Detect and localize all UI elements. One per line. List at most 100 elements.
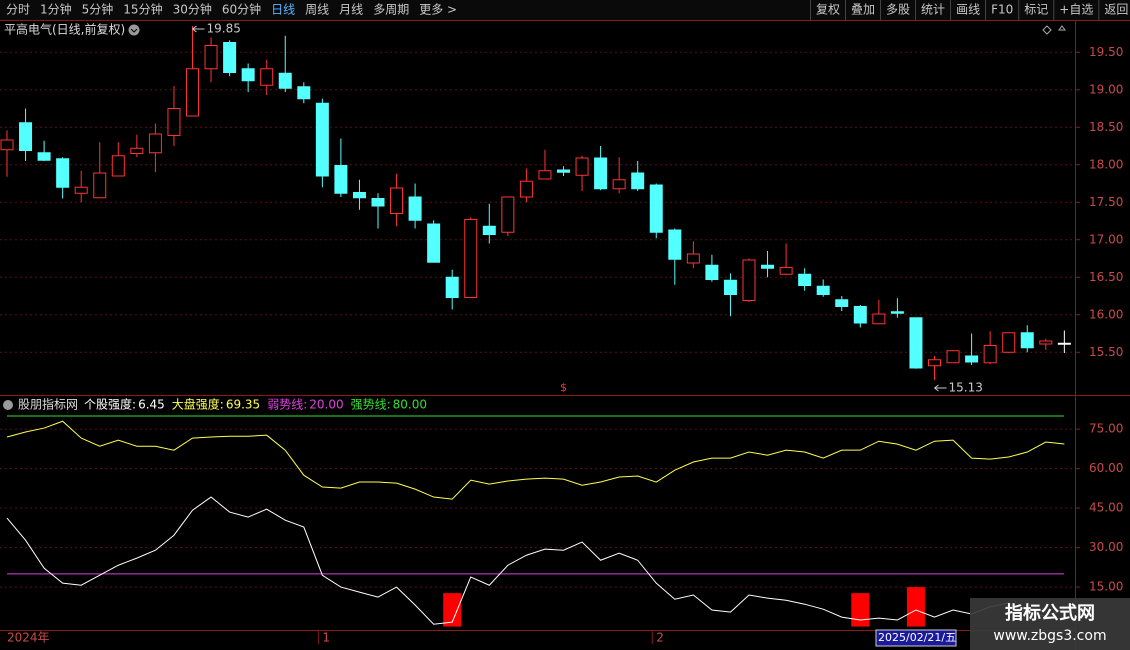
- candle-body: [835, 299, 849, 307]
- toolbar-button[interactable]: 统计: [921, 3, 945, 17]
- toolbar-button[interactable]: 返回: [1104, 3, 1128, 17]
- candle-body: [1039, 340, 1053, 345]
- candle-body: [315, 102, 329, 177]
- candle-body: [204, 45, 218, 70]
- candle-body: [705, 264, 719, 280]
- legend-text: 6.45: [138, 398, 165, 412]
- series-line: [6, 420, 1065, 500]
- toolbar-item[interactable]: 日线: [271, 3, 295, 17]
- candle-body: [872, 313, 886, 325]
- toolbar-item[interactable]: 1分钟: [40, 2, 72, 17]
- toolbar-button[interactable]: 标记: [1024, 3, 1048, 17]
- legend-text: 弱势线:: [267, 398, 307, 412]
- annotation-label: 15.13: [949, 381, 983, 395]
- candle-body: [260, 68, 274, 86]
- legend-text: 80.00: [393, 398, 427, 412]
- toolbar-item[interactable]: 分时: [6, 3, 30, 17]
- toolbar-button[interactable]: 多股: [886, 3, 910, 17]
- candle-body: [612, 179, 626, 190]
- y-tick-label: 75.00: [1089, 422, 1123, 436]
- candle-body: [538, 170, 552, 180]
- candle-body: [297, 86, 311, 100]
- icon[interactable]: [1058, 25, 1066, 31]
- candle-body: [352, 192, 366, 199]
- candle-body: [686, 253, 700, 264]
- candle-body: [464, 219, 478, 298]
- candle-body: [965, 355, 979, 363]
- annotation-arrow: [934, 384, 947, 392]
- candle-body: [37, 152, 51, 161]
- y-tick-label: 18.50: [1089, 120, 1123, 134]
- candle-body: [501, 196, 515, 233]
- toolbar-item[interactable]: 月线: [339, 3, 363, 17]
- y-tick-label: 60.00: [1089, 461, 1123, 475]
- candle-body: [1020, 332, 1034, 349]
- candle-body: [0, 139, 14, 151]
- toolbar-button[interactable]: 画线: [956, 3, 980, 17]
- x-tick-label: 2: [656, 631, 664, 645]
- candle-body: [111, 155, 125, 177]
- candle-body: [223, 42, 237, 73]
- candle-body: [130, 147, 144, 154]
- cursor-date: 2025/02/21/五: [878, 631, 956, 644]
- toolbar-item[interactable]: 30分钟: [173, 2, 212, 17]
- y-tick-label: 15.50: [1089, 345, 1123, 359]
- toolbar-item[interactable]: 60分钟: [222, 2, 261, 17]
- candle-body: [723, 279, 737, 295]
- candle-body: [148, 133, 162, 154]
- chart-title: 平高电气(日线,前复权): [4, 22, 125, 37]
- candle-body: [946, 350, 960, 364]
- menu-icon[interactable]: [3, 400, 13, 410]
- cursor-date-box: [875, 629, 957, 647]
- candle-body: [427, 223, 441, 263]
- toolbar-item[interactable]: 多周期: [373, 3, 409, 17]
- toolbar-item[interactable]: 5分钟: [82, 2, 114, 17]
- signal-bar: [443, 593, 462, 627]
- candle-body: [1057, 342, 1071, 345]
- candle-body: [19, 122, 33, 151]
- candle-body: [371, 198, 385, 207]
- toolbar-item[interactable]: 周线: [305, 3, 329, 17]
- candle-body: [241, 68, 255, 82]
- y-tick-label: 18.00: [1089, 157, 1123, 171]
- y-tick-label: 15.00: [1089, 580, 1123, 594]
- annotation-arrow: [192, 25, 205, 33]
- y-tick-label: 19.00: [1089, 82, 1123, 96]
- candle-body: [631, 172, 645, 190]
- candle-body: [742, 259, 756, 301]
- toolbar-button[interactable]: +自选: [1059, 3, 1093, 17]
- candle-body: [983, 345, 997, 364]
- toolbar-button[interactable]: 叠加: [851, 3, 875, 17]
- legend-text: 20.00: [309, 398, 343, 412]
- candle-body: [853, 306, 867, 324]
- candle-body: [186, 68, 199, 117]
- toolbar-item[interactable]: 15分钟: [123, 2, 162, 17]
- icon[interactable]: [1042, 25, 1052, 35]
- candle-body: [779, 267, 793, 275]
- candle-body: [816, 285, 830, 295]
- candle-body: [93, 172, 107, 199]
- candle-body: [519, 180, 533, 198]
- annotation-label: 19.85: [207, 22, 241, 36]
- watermark-url: www.zbgs3.com: [993, 628, 1106, 644]
- candle-body: [928, 359, 941, 367]
- y-tick-label: 30.00: [1089, 540, 1123, 554]
- toolbar-bg: [0, 0, 1130, 20]
- y-tick-label: 19.50: [1089, 45, 1123, 59]
- candle-body: [167, 108, 181, 136]
- candle-body: [890, 311, 904, 314]
- signal-bar: [851, 593, 870, 627]
- candle-body: [56, 158, 70, 188]
- watermark-title: 指标公式网: [1005, 602, 1095, 624]
- candle-body: [649, 184, 663, 233]
- menu-icon[interactable]: [128, 24, 140, 36]
- candle-body: [74, 186, 88, 194]
- legend-text: 个股强度:: [84, 397, 136, 412]
- candle-body: [334, 165, 348, 194]
- candle-body: [594, 157, 608, 190]
- toolbar-button[interactable]: 复权: [816, 3, 840, 17]
- legend-text: 69.35: [226, 398, 260, 412]
- toolbar-button[interactable]: F10: [991, 3, 1013, 17]
- legend-text: 强势线:: [351, 398, 391, 412]
- toolbar-item[interactable]: 更多 >: [419, 3, 457, 17]
